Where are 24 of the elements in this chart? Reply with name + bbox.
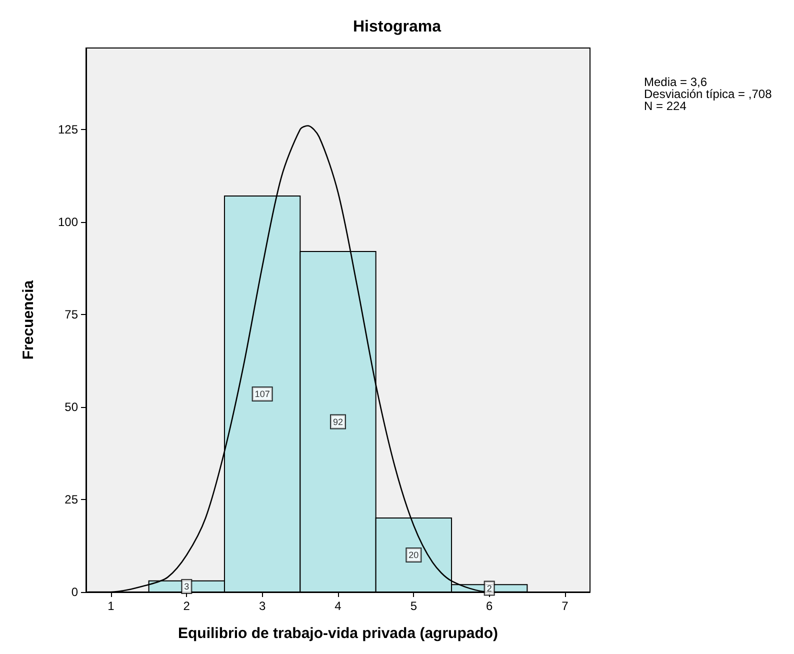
data-label: 20 <box>408 550 419 560</box>
y-tick-label: 25 <box>64 492 78 506</box>
chart-title: Histograma <box>353 18 442 36</box>
data-label: 107 <box>254 389 270 400</box>
x-tick-label: 2 <box>183 599 190 613</box>
y-tick-label: 75 <box>64 307 78 322</box>
text: N = 224 <box>644 99 687 113</box>
text: Desviación típica = ,708 <box>644 87 772 101</box>
x-tick-label: 7 <box>562 599 569 613</box>
x-tick-label: 3 <box>258 599 266 613</box>
data-label: 3 <box>184 581 190 592</box>
y-tick-label: 100 <box>58 214 78 229</box>
text: Media = 3,6 <box>644 75 708 89</box>
x-tick-label: 6 <box>486 599 494 613</box>
y-tick-label: 50 <box>64 400 78 414</box>
x-axis-title: Equilibrio de trabajo-vida privada (agrupado) <box>178 625 498 642</box>
y-tick-label: 0 <box>71 585 78 599</box>
x-tick-label: 4 <box>334 599 342 613</box>
x-tick-label: 1 <box>108 599 115 613</box>
y-axis-title: Frecuencia <box>20 280 37 360</box>
data-label: 2 <box>486 583 492 594</box>
x-tick-label: 5 <box>410 599 418 613</box>
data-label: 92 <box>332 416 344 427</box>
y-tick-label: 125 <box>58 122 78 136</box>
